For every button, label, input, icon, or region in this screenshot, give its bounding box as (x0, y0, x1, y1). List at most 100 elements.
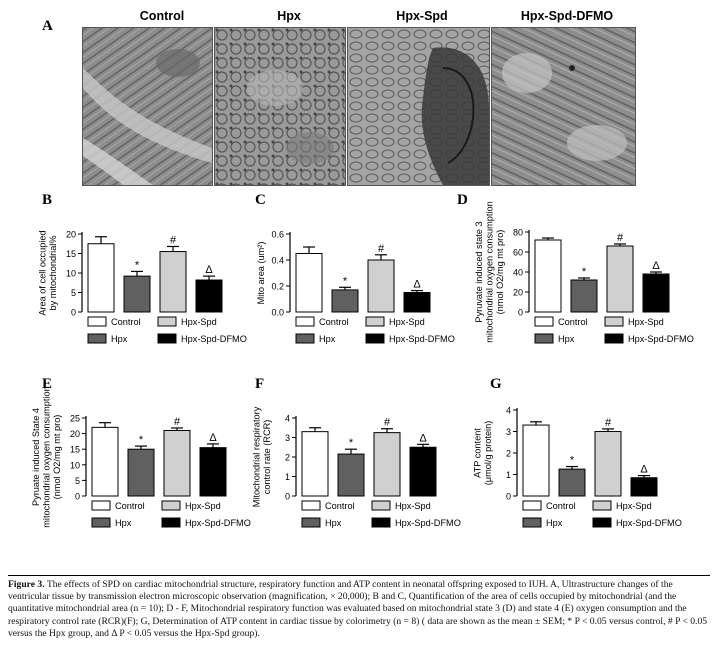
y-tick-label: 0 (518, 308, 523, 318)
significance-mark: Δ (209, 432, 217, 444)
legend-label: Hpx-Spd (628, 317, 664, 327)
y-tick-label: 15 (66, 249, 76, 259)
legend-label: Hpx (558, 334, 575, 344)
significance-mark: Δ (652, 260, 660, 272)
y-tick-label: 0.2 (271, 282, 284, 292)
tem-image-hpx (214, 27, 346, 186)
bar-control (534, 239, 562, 313)
legend-label: Hpx-Spd-DFMO (616, 518, 682, 528)
y-tick-label: 15 (70, 445, 80, 455)
bar-hpx (127, 448, 155, 497)
y-tick-label: 10 (66, 269, 76, 279)
chart-g: G 0 1 2 3 4 ATP content (μmol/g protein) * # Δ Cont… (465, 372, 718, 552)
tem-title-hpx: Hpx (277, 9, 301, 23)
legend-swatch (592, 517, 612, 528)
legend-label: Control (319, 317, 349, 327)
legend-swatch (87, 333, 107, 344)
legend-swatch (91, 517, 111, 528)
chart-b: B 0 5 10 15 20 Area of cell occupied by mitocho… (0, 188, 247, 368)
legend-label: Hpx (325, 518, 342, 528)
legend-label: Hpx-Spd (181, 317, 217, 327)
legend-swatch (157, 333, 177, 344)
legend-swatch (301, 500, 321, 511)
y-axis-label: (nmol O2/mg mt pro) (495, 230, 505, 315)
y-tick-label: 0.4 (271, 256, 284, 266)
y-tick-label: 0 (71, 308, 76, 318)
y-tick-label: 2 (285, 453, 290, 463)
y-tick-label: 20 (513, 288, 523, 298)
y-tick-label: 60 (513, 248, 523, 258)
y-tick-label: 5 (71, 288, 76, 298)
y-tick-label: 1 (285, 472, 290, 482)
caption-text: The effects of SPD on cardiac mitochondr… (8, 579, 708, 639)
y-axis-label: control rate (RCR) (262, 420, 272, 495)
legend-label: Hpx (115, 518, 132, 528)
y-axis-label: (nmol O2/mg mt pro) (52, 415, 62, 500)
bar-control (295, 253, 323, 313)
chart-svg: E 0 5 10 15 20 25 Pyruate induced State 4 mitoch… (31, 376, 251, 528)
legend-label: Hpx-Spd-DFMO (389, 334, 455, 344)
bar-hpx (337, 453, 365, 497)
legend-swatch (371, 500, 391, 511)
legend-swatch (592, 500, 612, 511)
legend-label: Hpx-Spd-DFMO (181, 334, 247, 344)
legend-label: Control (558, 317, 588, 327)
chart-d: D 0 20 40 60 80 Pyruvate induced state 3 mitoch… (457, 188, 718, 368)
legend-label: Hpx-Spd-DFMO (628, 334, 694, 344)
y-tick-label: 0 (285, 492, 290, 502)
bar-control (87, 243, 115, 313)
significance-mark: # (378, 243, 385, 255)
legend-swatch (91, 500, 111, 511)
bar-hpx-spd-dfmo (195, 279, 223, 313)
legend-swatch (161, 500, 181, 511)
legend-label: Hpx-Spd-DFMO (185, 518, 251, 528)
y-tick-label: 40 (513, 268, 523, 278)
legend-swatch (87, 316, 107, 327)
significance-mark: * (582, 266, 587, 278)
legend-swatch (295, 316, 315, 327)
y-axis-label: (μmol/g protein) (483, 421, 493, 486)
significance-mark: Δ (640, 464, 648, 476)
tem-image-hpx-spd-dfmo (491, 27, 636, 186)
significance-mark: # (617, 232, 624, 244)
panel-letter: F (255, 376, 264, 392)
legend-swatch (161, 517, 181, 528)
tem-image-hpx-spd (347, 27, 490, 186)
chart-svg: C 0.0 0.2 0.4 0.6 Mito area (um²) * # Δ Control Hp… (255, 192, 455, 344)
y-tick-label: 25 (70, 414, 80, 424)
y-axis-label: mitochondrial oxygen consumption (485, 201, 495, 342)
legend-swatch (604, 316, 624, 327)
y-axis-label: Mito area (um²) (256, 242, 266, 305)
legend-label: Hpx-Spd (616, 501, 652, 511)
legend-swatch (295, 333, 315, 344)
bar-hpx-spd (606, 245, 634, 313)
tem-image-control (82, 27, 213, 186)
significance-mark: # (384, 417, 391, 429)
legend-swatch (534, 333, 554, 344)
bar-hpx (558, 468, 586, 497)
legend-label: Hpx-Spd (395, 501, 431, 511)
bar-hpx-spd (594, 431, 622, 497)
y-tick-label: 4 (285, 414, 290, 424)
y-tick-label: 0.6 (271, 230, 284, 240)
legend-label: Hpx-Spd-DFMO (395, 518, 461, 528)
panel-letter: G (490, 376, 502, 392)
bar-control (301, 431, 329, 497)
chart-f: F 0 1 2 3 4 Mitochondrial respiratory control r… (240, 372, 465, 552)
bar-hpx-spd-dfmo (403, 292, 431, 313)
legend-swatch (301, 517, 321, 528)
legend-swatch (365, 316, 385, 327)
significance-mark: * (349, 437, 354, 449)
significance-mark: Δ (205, 264, 213, 276)
legend-swatch (157, 316, 177, 327)
y-tick-label: 80 (513, 228, 523, 238)
panel-letter: C (255, 192, 266, 208)
chart-svg: B 0 5 10 15 20 Area of cell occupied by mitocho… (38, 192, 247, 344)
significance-mark: # (605, 417, 612, 429)
y-tick-label: 4 (506, 406, 511, 416)
y-tick-label: 1 (506, 470, 511, 480)
panel-a-letter: A (42, 18, 53, 34)
chart-e: E 0 5 10 15 20 25 Pyruate induced State 4 mitoch… (0, 372, 251, 552)
bar-control (91, 426, 119, 497)
y-tick-label: 0 (75, 492, 80, 502)
